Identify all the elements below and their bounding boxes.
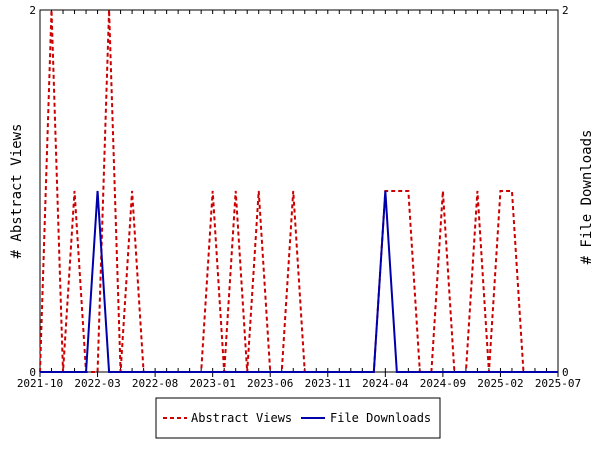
x-tick-label: 2021-10 [17, 377, 63, 390]
legend-box [155, 397, 441, 439]
x-tick-label: 2025-02 [477, 377, 523, 390]
x-tick-label: 2024-09 [420, 377, 466, 390]
x-tick-label: 2023-06 [247, 377, 293, 390]
x-tick-label: 2023-11 [305, 377, 351, 390]
x-tick-label: 2022-08 [132, 377, 178, 390]
series-line-abstract-views [39, 9, 558, 373]
x-tick-label: 2023-01 [189, 377, 235, 390]
y-tick-label-left: 0 [29, 366, 36, 379]
y-axis-title-left: # Abstract Views [9, 124, 25, 259]
y-axis-labels: 0 0 2 2 [29, 4, 568, 379]
y-axis-title-right: # File Downloads [579, 130, 595, 265]
x-tick-label: 2024-04 [362, 377, 409, 390]
y-tick-label-left: 2 [29, 4, 36, 17]
series-layer [39, 9, 558, 373]
series-line-file-downloads [40, 190, 558, 373]
plot-area [39, 9, 559, 373]
y-tick-label-right: 0 [562, 366, 569, 379]
legend-label-file-downloads: File Downloads [330, 411, 431, 425]
x-axis-ticks: 2021-10 2022-03 2022-08 2023-01 2023-06 2023-… [17, 10, 581, 390]
legend: Abstract Views File Downloads [155, 397, 441, 439]
x-tick-label: 2022-03 [74, 377, 120, 390]
x-tick-label: 2025-07 [535, 377, 581, 390]
legend-label-abstract-views: Abstract Views [191, 411, 292, 425]
y-tick-label-right: 2 [562, 4, 569, 17]
